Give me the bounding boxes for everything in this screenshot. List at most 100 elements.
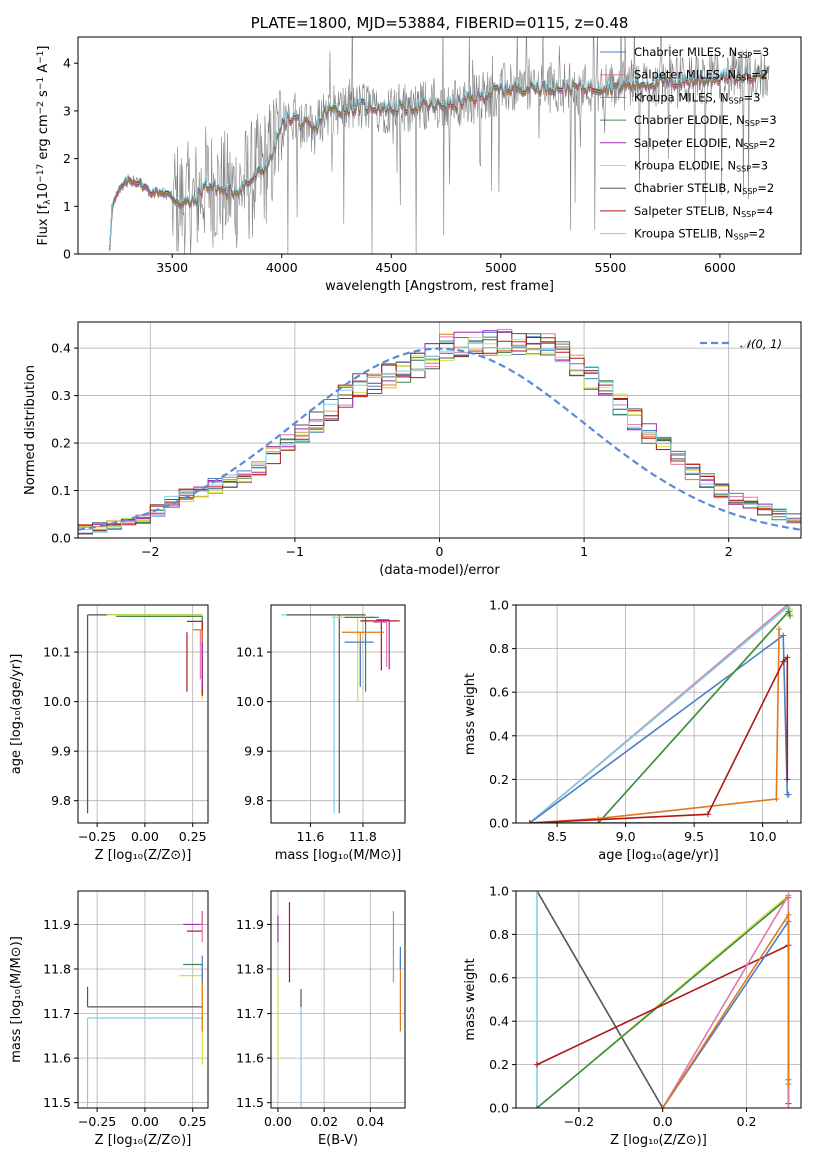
- y-axis-label: Normed distribution: [23, 365, 38, 495]
- chart-title: PLATE=1800, MJD=53884, FIBERID=0115, z=0…: [251, 14, 629, 32]
- panel-mass_weight_vs_age: 8.5 9.0 9.5 10.0 0.0 0.2 0.4 0.6 0.8 1.0 age [log₁…: [463, 598, 802, 863]
- y-tick-label: 11.9: [43, 917, 71, 932]
- x-tick-label: 11.6: [296, 829, 324, 844]
- series-marker: [784, 820, 791, 823]
- x-tick-label: 9.5: [684, 829, 704, 844]
- series-marker: [784, 654, 791, 661]
- y-tick-label: 0.0: [51, 531, 71, 546]
- y-tick-label: 0.8: [489, 641, 509, 656]
- series-line: [529, 628, 780, 823]
- legend-label: Kroupa STELIB, NSSP=2: [634, 227, 765, 242]
- errorbar-point: [116, 615, 203, 696]
- x-tick-label: −0.2: [564, 1114, 594, 1129]
- legend-label-sub: SSP: [745, 119, 760, 128]
- series-chabrier_stelib: [533, 891, 666, 1108]
- series-salpeter_miles: [659, 892, 792, 1108]
- x-tick-label: 5000: [485, 260, 517, 275]
- x-axis-label: age [log₁₀(age/yr)]: [598, 848, 719, 863]
- series-marker: [533, 891, 540, 894]
- x-tick-label: 0.02: [310, 1114, 338, 1129]
- series-marker: [704, 811, 711, 818]
- y-axis-label-part: −2: [36, 101, 46, 114]
- plot-area: [271, 605, 405, 823]
- series-marker: [785, 791, 792, 798]
- series-marker: [533, 1105, 540, 1108]
- errorbar-point: [331, 616, 374, 702]
- y-axis-label-part: ]: [36, 46, 51, 51]
- legend-label-suffix: =2: [757, 181, 774, 195]
- plot-area: [78, 605, 208, 823]
- legend-label: Salpeter MILES, NSSP=2: [634, 68, 768, 83]
- x-tick-label: 6000: [704, 260, 736, 275]
- x-tick-label: −1: [286, 544, 304, 559]
- x-axis-label: E(B-V): [318, 1133, 358, 1148]
- gaussian-curve: [78, 347, 801, 531]
- series-kroupa_stelib: [526, 605, 794, 823]
- y-tick-label: 0.0: [489, 816, 509, 831]
- series-line: [529, 605, 791, 823]
- y-tick-label: 9.8: [51, 793, 71, 808]
- model-line-kroupa_stelib: [109, 64, 769, 246]
- errorbar-point: [373, 621, 388, 667]
- legend-label-main: Chabrier MILES, N: [634, 45, 737, 59]
- series-line: [662, 892, 790, 1108]
- errorbar-point: [344, 616, 379, 692]
- legend-label-suffix: =2: [749, 227, 766, 241]
- series-line: [536, 891, 664, 1108]
- x-tick-label: 2: [725, 544, 733, 559]
- x-tick-label: 0.25: [179, 1114, 207, 1129]
- y-tick-label: 10.1: [236, 645, 264, 660]
- axes-frame: [515, 604, 802, 824]
- y-tick-label: 11.6: [43, 1051, 71, 1066]
- errorbar-point: [86, 986, 203, 1008]
- axes-frame: [270, 890, 406, 1109]
- legend-label-sub: SSP: [736, 74, 751, 83]
- y-tick-label: 0.2: [51, 436, 71, 451]
- errorbar-point: [286, 614, 366, 814]
- errorbar-point: [179, 975, 203, 1065]
- panel-age_vs_Z: −0.25 0.00 0.25 9.8 9.9 10.0 10.1 Z [log₁₀(Z/Z⊙…: [9, 604, 209, 863]
- series-marker: [785, 608, 792, 615]
- errorbar-point: [376, 619, 390, 670]
- x-tick-label: 8.5: [547, 829, 567, 844]
- series-marker: [780, 632, 787, 639]
- legend-label-sub: SSP: [729, 97, 744, 106]
- x-tick-label: 0.25: [179, 829, 207, 844]
- y-tick-label: 1.0: [489, 598, 509, 613]
- legend-label-suffix: =4: [756, 204, 773, 218]
- y-tick-label: 10.0: [43, 694, 71, 709]
- axes-frame: [77, 36, 802, 255]
- y-tick-label: 0.4: [489, 728, 509, 743]
- y-tick-label: 0.8: [489, 927, 509, 942]
- panel-spectrum: 3500 4000 4500 5000 5500 6000 0 1 2 3 4 wavelength …: [36, 14, 802, 294]
- series-line: [529, 655, 789, 823]
- series-marker: [776, 625, 783, 632]
- legend-entry: Chabrier ELODIE, NSSP=3: [600, 113, 777, 128]
- legend-entry: Chabrier MILES, NSSP=3: [600, 45, 769, 60]
- x-tick-label: 0.04: [356, 1114, 384, 1129]
- legend-entry: Chabrier STELIB, NSSP=2: [600, 181, 774, 197]
- series-chabrier_miles: [526, 632, 792, 823]
- plot-area: [78, 322, 801, 538]
- x-tick-label: −0.25: [78, 1114, 116, 1129]
- legend-entry: Salpeter MILES, NSSP=2: [600, 68, 768, 83]
- x-tick-label: −0.25: [78, 829, 116, 844]
- y-tick-label: 10.0: [236, 694, 264, 709]
- y-tick-label: 4: [63, 56, 71, 71]
- x-tick-label: 0.2: [737, 1114, 757, 1129]
- legend-label-suffix: =2: [751, 68, 768, 82]
- legend-label: Kroupa MILES, NSSP=3: [634, 90, 760, 105]
- y-tick-label: 11.5: [236, 1095, 264, 1110]
- errorbar-point: [344, 641, 374, 687]
- errorbar-point: [86, 1017, 203, 1108]
- errorbar-point: [281, 614, 335, 814]
- series-chabrier_elodie: [595, 608, 794, 823]
- series-line: [536, 896, 789, 1108]
- legend-label-suffix: =3: [751, 159, 768, 173]
- axes-frame: [77, 321, 802, 539]
- y-tick-label: 0.1: [51, 483, 71, 498]
- y-tick-label: 0.2: [489, 772, 509, 787]
- legend-label-main: Kroupa MILES, N: [634, 90, 729, 104]
- legend-label-sub: SSP: [736, 165, 751, 174]
